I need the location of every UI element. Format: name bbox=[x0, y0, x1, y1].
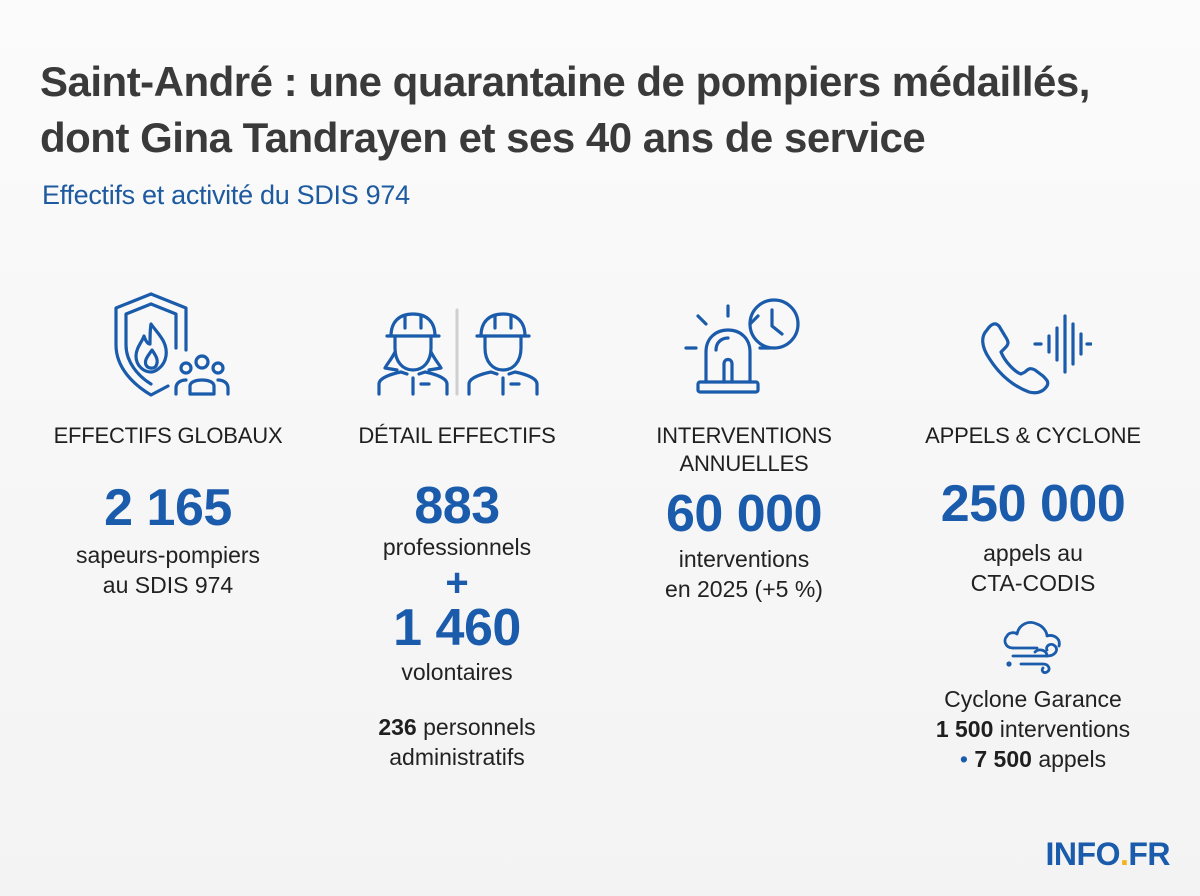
value-admin-staff: 236 bbox=[378, 714, 417, 740]
heading: INTERVENTIONS ANNUELLES bbox=[656, 423, 832, 476]
value-description: sapeurs-pompiers au SDIS 974 bbox=[75, 542, 261, 598]
value-description: appels au CTA-CODIS bbox=[970, 540, 1096, 596]
phone-soundwave-icon bbox=[977, 306, 1092, 396]
value-volunteers: 1 460 bbox=[393, 599, 521, 657]
value-description: interventions en 2025 (+5 %) bbox=[665, 546, 823, 602]
firefighters-icon bbox=[375, 308, 540, 398]
heading: APPELS & CYCLONE bbox=[925, 423, 1141, 448]
cloud-wind-icon bbox=[999, 616, 1071, 674]
value-total-firefighters: 2 165 bbox=[104, 479, 232, 537]
heading: DÉTAIL EFFECTIFS bbox=[358, 423, 556, 448]
value-interventions: 60 000 bbox=[665, 485, 823, 543]
brand-logo: INFO.FR bbox=[1045, 836, 1171, 872]
cyclone-block: Cyclone Garance 1 500 interventions • 7 … bbox=[935, 686, 1131, 772]
value-calls: 250 000 bbox=[940, 475, 1126, 533]
shield-flame-people-icon bbox=[106, 290, 236, 400]
label-volunteers: volontaires bbox=[401, 659, 513, 685]
siren-clock-icon bbox=[684, 294, 809, 394]
page-title: Saint-André : une quarantaine de pompier… bbox=[40, 54, 1180, 166]
page-subtitle: Effectifs et activité du SDIS 974 bbox=[42, 180, 410, 210]
title-line-1: Saint-André : une quarantaine de pompier… bbox=[40, 58, 1090, 105]
label-professionals: professionnels bbox=[382, 534, 532, 560]
title-line-2: dont Gina Tandrayen et ses 40 ans de ser… bbox=[40, 114, 926, 161]
plus-sign: + bbox=[445, 561, 469, 605]
cyclone-title: Cyclone Garance bbox=[944, 686, 1122, 712]
value-professionals: 883 bbox=[414, 477, 500, 535]
admin-staff: 236 personnels administratifs bbox=[378, 714, 536, 770]
heading: EFFECTIFS GLOBAUX bbox=[53, 423, 283, 448]
